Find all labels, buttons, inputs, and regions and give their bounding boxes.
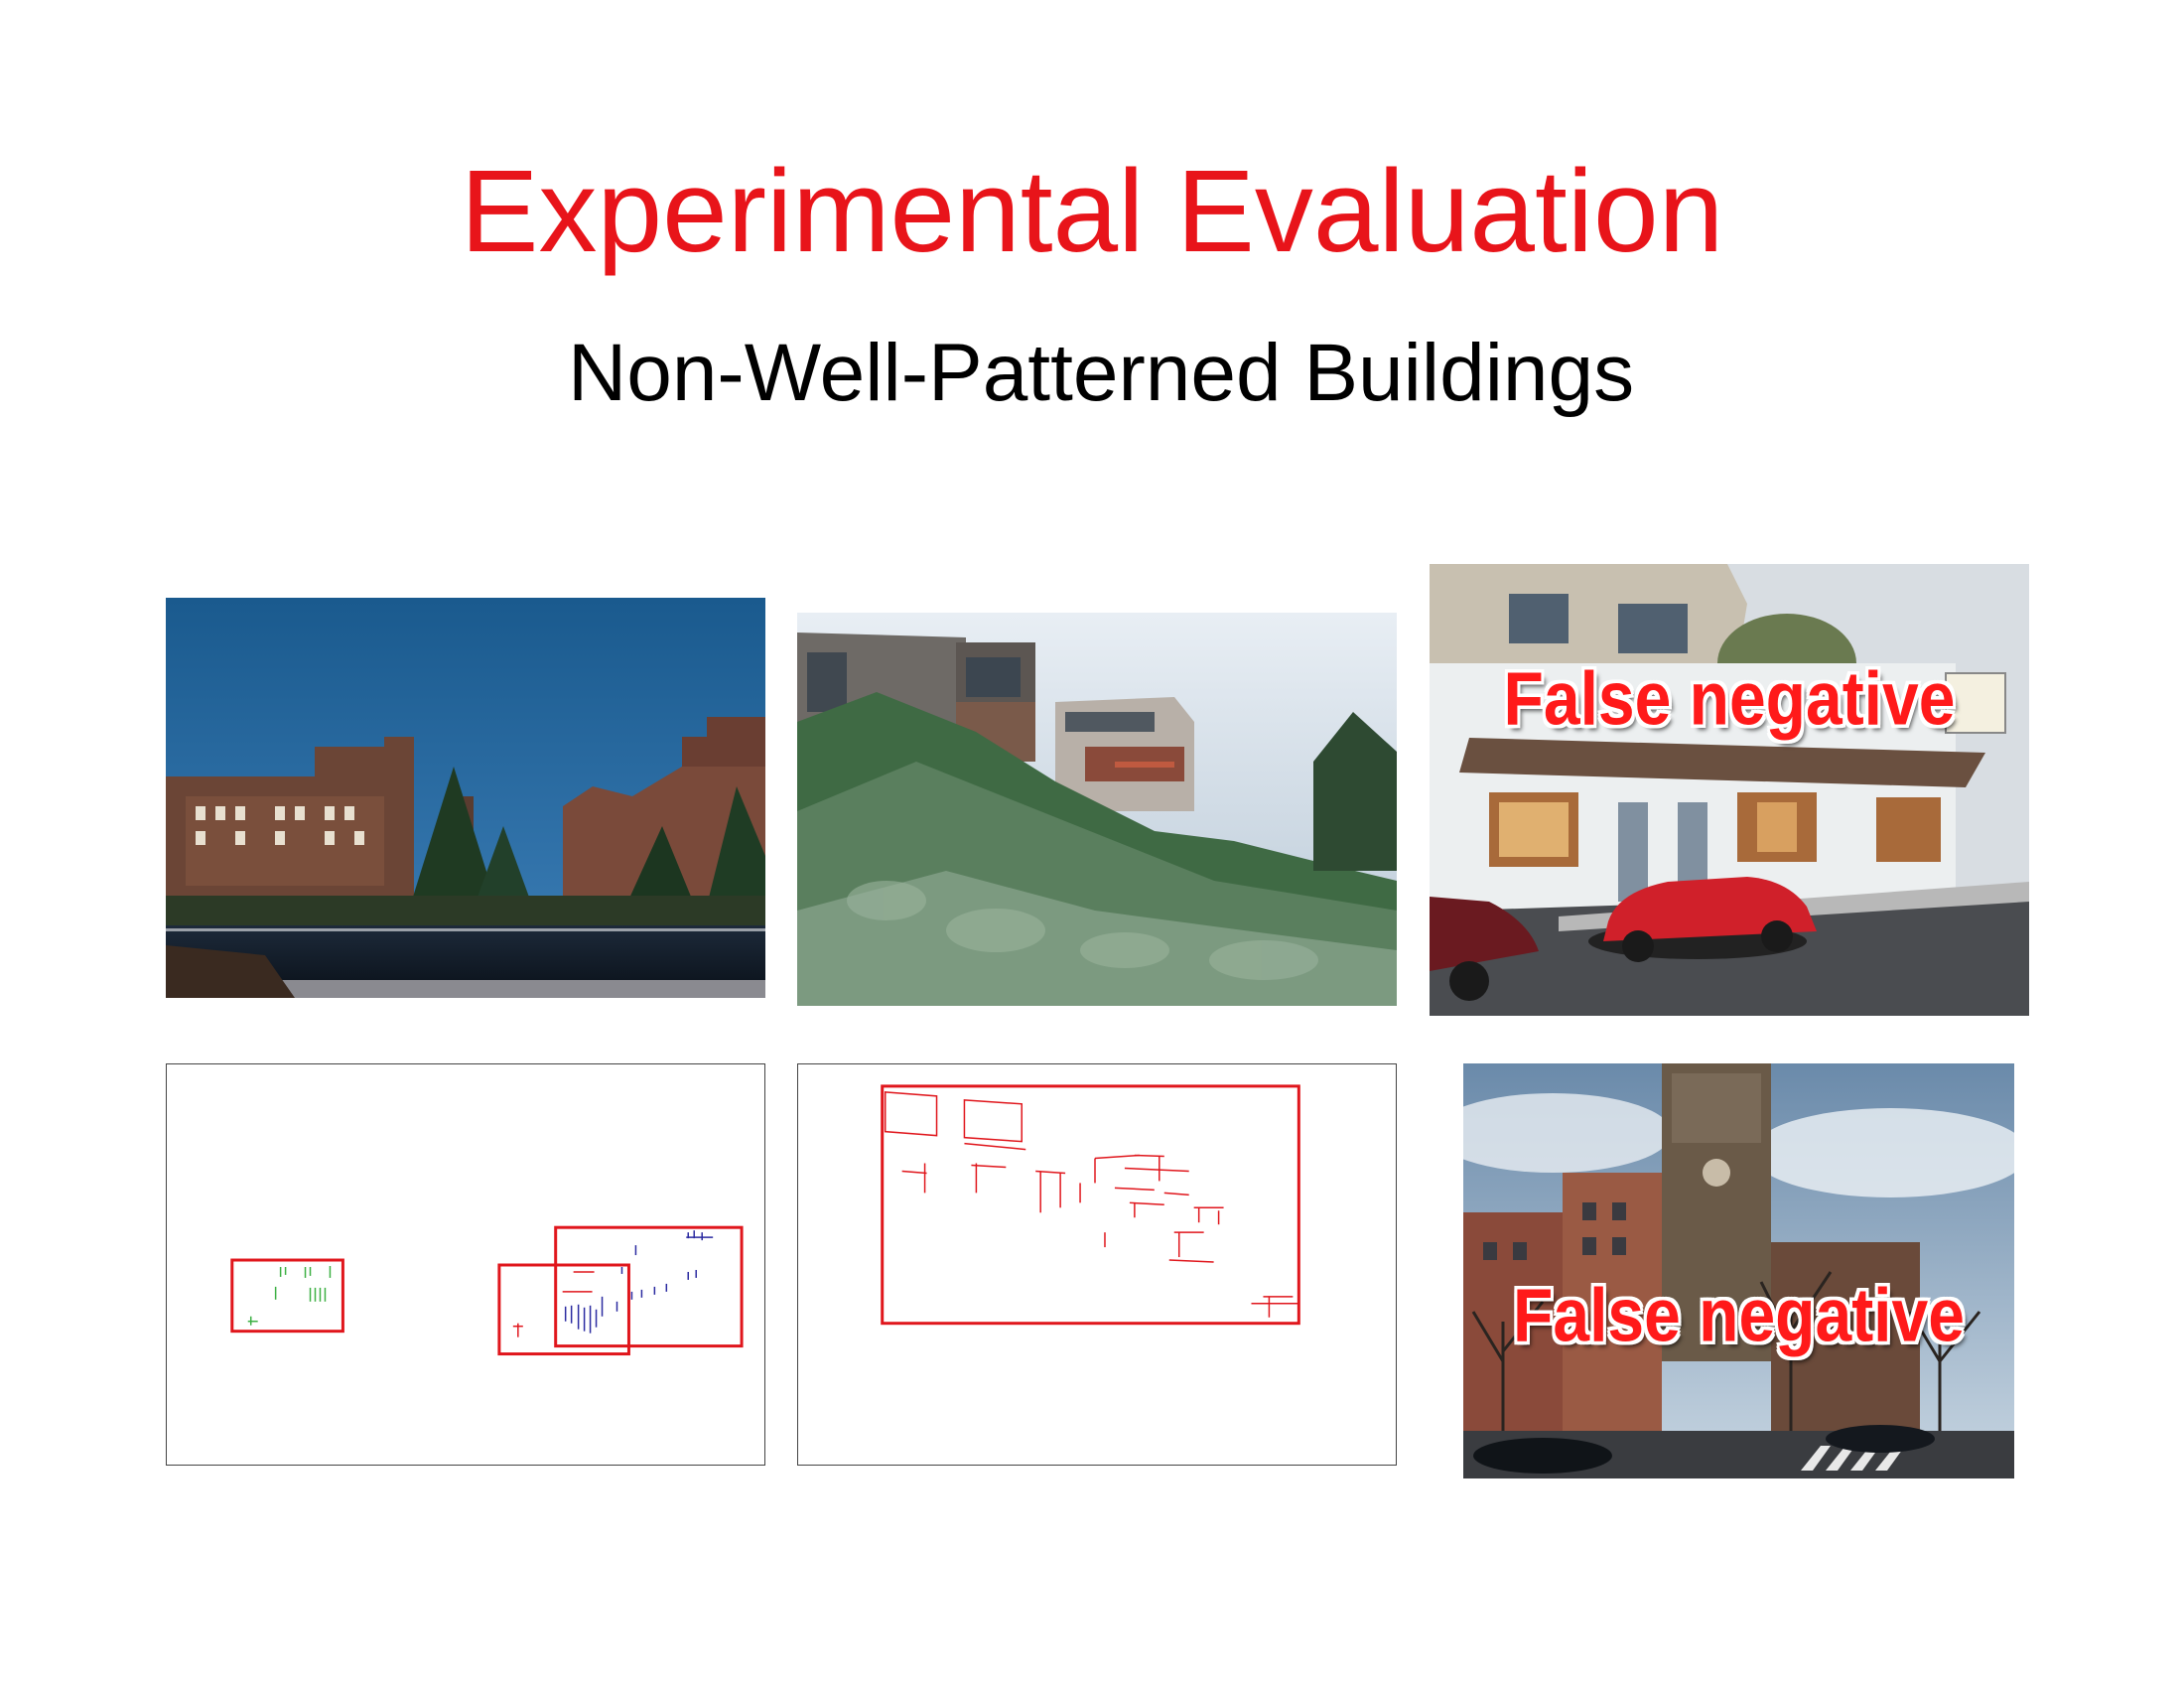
slide-title: Experimental Evaluation [460, 146, 1724, 277]
storefront-photo: False negative [1430, 564, 2029, 1016]
church-photo: False negative [1463, 1063, 2014, 1478]
detection-box [881, 1084, 1300, 1326]
hillside-detection-result [797, 1063, 1397, 1466]
campus-detection-result [166, 1063, 765, 1466]
slide-subtitle: Non-Well-Patterned Buildings [568, 328, 1635, 418]
detection-box [497, 1263, 630, 1356]
detection-box [230, 1258, 344, 1334]
campus-photo [166, 598, 765, 998]
false-negative-label-church: False negative [1513, 1272, 1965, 1357]
detection-box [554, 1225, 744, 1348]
false-negative-label-storefront: False negative [1503, 655, 1956, 741]
hillside-photo [797, 613, 1397, 1006]
